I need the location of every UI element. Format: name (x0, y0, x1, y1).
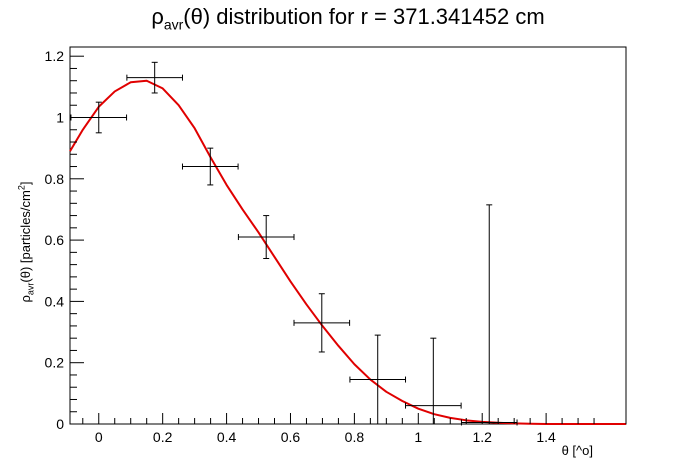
data-point (349, 334, 407, 424)
y-tick-label: 0.8 (45, 171, 65, 187)
x-tick-label: 0.2 (153, 429, 173, 445)
x-axis-label: θ [^o] (561, 443, 593, 458)
x-tick-label: 1.2 (472, 429, 492, 445)
data-point (237, 215, 295, 259)
x-tick-label: 0.8 (345, 429, 365, 445)
y-tick-label: 1.2 (45, 48, 65, 64)
fit-curve (69, 79, 626, 425)
y-tick-label: 0.6 (45, 232, 65, 248)
chart-title: ρavr(θ) distribution for r = 371.341452 … (151, 4, 545, 33)
data-point (405, 337, 462, 424)
y-axis-label: ρavr(θ) [particles/cm2] (16, 181, 36, 303)
x-tick-label: 1.4 (536, 429, 556, 445)
x-tick-label: 0.6 (281, 429, 301, 445)
y-tick-label: 1 (56, 109, 64, 125)
data-point (460, 204, 518, 426)
data-point (126, 61, 183, 94)
y-tick-label: 0.2 (45, 355, 65, 371)
data-point (181, 147, 239, 186)
x-tick-label: 1 (414, 429, 422, 445)
plot-frame (69, 46, 627, 425)
data-point (293, 293, 351, 353)
y-tick-label: 0 (56, 416, 64, 432)
x-tick-label: 0 (95, 429, 103, 445)
y-tick-label: 0.4 (45, 293, 65, 309)
x-tick-label: 0.4 (217, 429, 237, 445)
